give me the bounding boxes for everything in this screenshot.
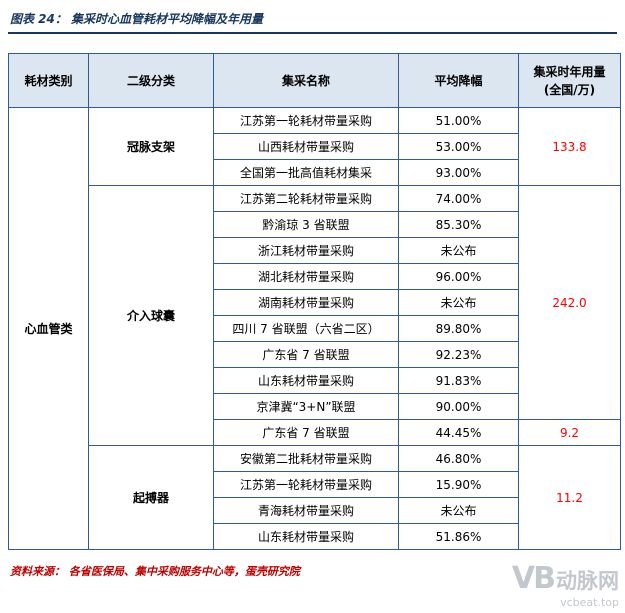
table-row: 江苏第一轮耗材带量采购 15.90% (9, 471, 621, 498)
avg-drop-cell: 85.30% (398, 211, 519, 238)
avg-drop-cell: 53.00% (398, 133, 519, 160)
table-row: 山西耗材带量采购 53.00% (9, 133, 621, 160)
table-row: 浙江耗材带量采购 未公布 (9, 237, 621, 264)
usage-cell: 11.2 (518, 445, 621, 550)
avg-drop-cell: 15.90% (398, 471, 519, 498)
procurement-name-cell: 江苏第二轮耗材带量采购 (213, 185, 399, 212)
table-row: 黔渝琼 3 省联盟 85.30% (9, 211, 621, 238)
table-row: 广东省 7 省联盟 92.23% (9, 341, 621, 368)
header-annual-usage: 集采时年用量 (全国/万) (518, 53, 621, 108)
procurement-name-cell: 江苏第一轮耗材带量采购 (213, 471, 399, 498)
subcategory-cell: 介入球囊 (88, 185, 214, 446)
header-category: 耗材类别 (8, 53, 89, 108)
category-cell: 心血管类 (8, 107, 89, 550)
watermark-brand: VB 动脉网 (512, 564, 619, 594)
table-row: 广东省 7 省联盟 44.45% 9.2 (9, 419, 621, 446)
procurement-table: 耗材类别 二级分类 集采名称 平均降幅 集采时年用量 (全国/万) 心血管类 冠… (8, 53, 621, 550)
avg-drop-cell: 44.45% (398, 419, 519, 446)
usage-cell: 133.8 (518, 107, 621, 186)
header-subcategory: 二级分类 (88, 53, 214, 108)
watermark: VB 动脉网 vcbeat.top (512, 564, 619, 609)
title-divider (8, 32, 617, 34)
header-annual-usage-line1: 集采时年用量 (533, 64, 606, 79)
procurement-name-cell: 四川 7 省联盟（六省二区） (213, 315, 399, 342)
procurement-name-cell: 安徽第二批耗材带量采购 (213, 445, 399, 472)
procurement-name-cell: 江苏第一轮耗材带量采购 (213, 107, 399, 134)
subcategory-cell: 冠脉支架 (88, 107, 214, 186)
table-row: 湖北耗材带量采购 96.00% (9, 263, 621, 290)
source-note: 资料来源： 各省医保局、集中采购服务中心等，蛋壳研究院 (10, 565, 300, 578)
avg-drop-cell: 90.00% (398, 393, 519, 420)
avg-drop-cell: 74.00% (398, 185, 519, 212)
avg-drop-cell: 51.00% (398, 107, 519, 134)
procurement-name-cell: 全国第一批高值耗材集采 (213, 159, 399, 186)
avg-drop-cell: 93.00% (398, 159, 519, 186)
vb-logo-icon: VB (511, 561, 556, 596)
avg-drop-cell: 未公布 (398, 237, 519, 264)
procurement-name-cell: 山西耗材带量采购 (213, 133, 399, 160)
procurement-name-cell: 广东省 7 省联盟 (213, 419, 399, 446)
table-row: 介入球囊 江苏第二轮耗材带量采购 74.00% 242.0 (9, 185, 621, 446)
procurement-name-cell: 湖南耗材带量采购 (213, 289, 399, 316)
watermark-name: 动脉网 (556, 569, 619, 593)
procurement-name-cell: 黔渝琼 3 省联盟 (213, 211, 399, 238)
table-row: 心血管类 冠脉支架 江苏第一轮耗材带量采购 51.00% 133.8 (8, 107, 621, 550)
procurement-name-cell: 山东耗材带量采购 (213, 367, 399, 394)
header-annual-usage-line2: (全国/万) (543, 82, 596, 97)
procurement-name-cell: 浙江耗材带量采购 (213, 237, 399, 264)
watermark-site: vcbeat.top (560, 596, 619, 609)
procurement-name-cell: 湖北耗材带量采购 (213, 263, 399, 290)
avg-drop-cell: 未公布 (398, 289, 519, 316)
avg-drop-cell: 51.86% (398, 523, 519, 550)
avg-drop-cell: 89.80% (398, 315, 519, 342)
procurement-name-cell: 山东耗材带量采购 (213, 523, 399, 550)
subcategory-cell: 起搏器 (88, 445, 214, 550)
table-row: 起搏器 安徽第二批耗材带量采购 46.80% 11.2 (9, 445, 621, 550)
avg-drop-cell: 92.23% (398, 341, 519, 368)
avg-drop-cell: 46.80% (398, 445, 519, 472)
report-figure: 图表 24： 集采时心血管耗材平均降幅及年用量 耗材类别 二级分类 集采名称 平… (8, 12, 621, 578)
procurement-name-cell: 青海耗材带量采购 (213, 497, 399, 524)
usage-cell: 242.0 (518, 185, 621, 420)
table-row: 山东耗材带量采购 51.86% (9, 523, 621, 550)
avg-drop-cell: 未公布 (398, 497, 519, 524)
figure-title: 图表 24： 集采时心血管耗材平均降幅及年用量 (10, 12, 264, 26)
procurement-name-cell: 广东省 7 省联盟 (213, 341, 399, 368)
procurement-name-cell: 京津冀“3+N”联盟 (213, 393, 399, 420)
header-row: 耗材类别 二级分类 集采名称 平均降幅 集采时年用量 (全国/万) (8, 53, 621, 108)
table-row: 青海耗材带量采购 未公布 (9, 497, 621, 524)
avg-drop-cell: 96.00% (398, 263, 519, 290)
avg-drop-cell: 91.83% (398, 367, 519, 394)
header-avg-drop: 平均降幅 (398, 53, 519, 108)
header-procurement-name: 集采名称 (213, 53, 399, 108)
table-row: 湖南耗材带量采购 未公布 (9, 289, 621, 316)
table-row: 四川 7 省联盟（六省二区） 89.80% (9, 315, 621, 342)
table-row: 京津冀“3+N”联盟 90.00% (9, 393, 621, 420)
usage-cell: 9.2 (518, 419, 621, 446)
